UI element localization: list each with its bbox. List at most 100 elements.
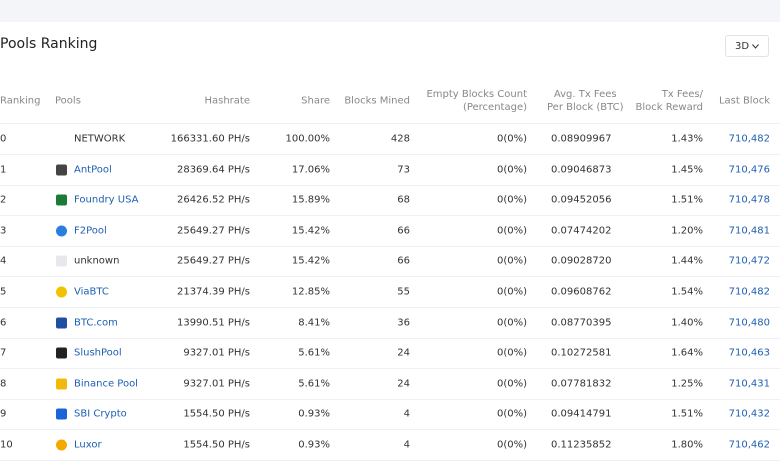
cell: 0.07474202 (551, 225, 612, 237)
cell: 21374.39 PH/s (176, 286, 250, 298)
pool-icon (56, 408, 67, 420)
cell[interactable]: 710,463 (728, 347, 770, 359)
cell: 1.43% (671, 133, 703, 145)
cell: 0.08770395 (551, 317, 612, 329)
cell[interactable]: 710,432 (728, 408, 770, 420)
column-header: Ranking (0, 95, 41, 107)
cell: 1.51% (671, 408, 703, 420)
cell: NETWORK (74, 133, 126, 145)
row-divider (0, 368, 780, 370)
cell: 7 (0, 347, 7, 359)
cell: 24 (397, 378, 410, 390)
cell[interactable]: Luxor (74, 439, 102, 451)
cell: 1.44% (671, 255, 703, 267)
cell: 0(0%) (496, 347, 527, 359)
cell: 1.25% (671, 378, 703, 390)
cell[interactable]: AntPool (74, 164, 112, 176)
period-select[interactable]: 3D (725, 35, 769, 57)
pool-icon (56, 164, 67, 176)
cell: 0(0%) (496, 133, 527, 145)
row-divider (0, 429, 780, 431)
pool-icon (56, 225, 67, 237)
cell: 0.09452056 (551, 194, 612, 206)
row-divider (0, 337, 780, 339)
cell: 0.11235852 (551, 439, 612, 451)
cell: 1.20% (671, 225, 703, 237)
column-header: Avg. Tx Fees Per Block (BTC) (547, 89, 624, 113)
cell[interactable]: F2Pool (74, 225, 107, 237)
cell: 8.41% (298, 317, 330, 329)
column-header: Share (301, 95, 330, 107)
cell: 4 (0, 255, 7, 267)
pool-icon (56, 439, 67, 451)
column-header: Pools (55, 95, 81, 107)
cell: 13990.51 PH/s (176, 317, 250, 329)
top-bar (0, 0, 780, 22)
cell[interactable]: SlushPool (74, 347, 122, 359)
cell: 0 (0, 133, 7, 145)
cell[interactable]: BTC.com (74, 317, 118, 329)
cell: 15.42% (291, 255, 330, 267)
cell[interactable]: ViaBTC (74, 286, 109, 298)
cell[interactable]: 710,462 (728, 439, 770, 451)
cell: 2 (0, 194, 7, 206)
cell: 1.45% (671, 164, 703, 176)
row-divider (0, 276, 780, 278)
cell[interactable]: 710,476 (728, 164, 770, 176)
cell: 9327.01 PH/s (183, 347, 250, 359)
cell[interactable]: Foundry USA (74, 194, 139, 206)
row-divider (0, 123, 780, 124)
cell: 0(0%) (496, 194, 527, 206)
cell: 0.93% (298, 408, 330, 420)
panel-title: Pools Ranking (0, 36, 98, 52)
column-header: Last Block (718, 95, 770, 107)
cell[interactable]: 710,478 (728, 194, 770, 206)
cell[interactable]: SBI Crypto (74, 408, 127, 420)
cell: 15.42% (291, 225, 330, 237)
cell[interactable]: 710,482 (728, 133, 770, 145)
cell: 0(0%) (496, 286, 527, 298)
cell: 0.07781832 (551, 378, 612, 390)
cell: 0(0%) (496, 164, 527, 176)
cell[interactable]: 710,472 (728, 255, 770, 267)
cell: 68 (397, 194, 410, 206)
cell: 100.00% (285, 133, 331, 145)
cell: 9327.01 PH/s (183, 378, 250, 390)
cell: 26426.52 PH/s (176, 194, 250, 206)
pool-icon (56, 317, 67, 329)
cell: 1554.50 PH/s (183, 439, 250, 451)
row-divider (0, 245, 780, 247)
cell[interactable]: 710,481 (728, 225, 770, 237)
chevron (752, 43, 759, 49)
cell[interactable]: Binance Pool (74, 378, 138, 390)
cell: 0.09608762 (551, 286, 612, 298)
cell: 17.06% (291, 164, 330, 176)
cell: 1.51% (671, 194, 703, 206)
cell: 0.09046873 (551, 164, 612, 176)
cell: 0.08909967 (551, 133, 612, 145)
pool-icon (56, 255, 67, 267)
column-header: Hashrate (204, 95, 250, 107)
cell: 28369.64 PH/s (176, 164, 250, 176)
pool-icon (56, 194, 67, 206)
cell: 0.10272581 (551, 347, 612, 359)
cell: 5.61% (298, 347, 330, 359)
row-divider (0, 154, 780, 155)
cell[interactable]: 710,431 (728, 378, 770, 390)
cell: 428 (390, 133, 410, 145)
row-divider (0, 460, 780, 461)
cell: 25649.27 PH/s (176, 255, 250, 267)
cell: 0(0%) (496, 439, 527, 451)
cell: 1.54% (671, 286, 703, 298)
cell: 66 (397, 255, 410, 267)
row-divider (0, 398, 780, 400)
row-divider (0, 184, 780, 186)
cell[interactable]: 710,480 (728, 317, 770, 329)
cell: 55 (397, 286, 410, 298)
cell: unknown (74, 255, 120, 267)
cell: 0.93% (298, 439, 330, 451)
cell: 36 (397, 317, 410, 329)
pool-icon (56, 347, 67, 359)
cell: 25649.27 PH/s (176, 225, 250, 237)
cell[interactable]: 710,482 (728, 286, 770, 298)
